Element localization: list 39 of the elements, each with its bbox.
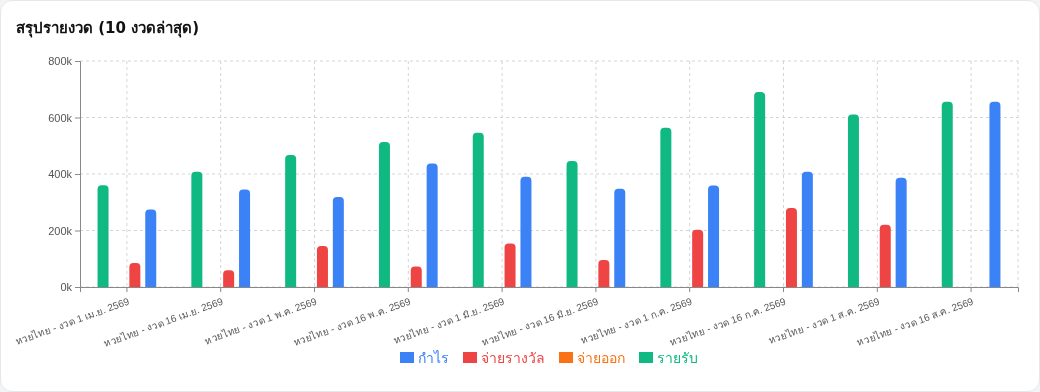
bar bbox=[129, 262, 141, 287]
bar bbox=[660, 127, 672, 287]
bar bbox=[239, 189, 251, 287]
y-tick-label: 800k bbox=[48, 55, 73, 68]
y-tick-label: 400k bbox=[48, 168, 73, 181]
bar bbox=[332, 196, 344, 287]
legend-label: กำไร bbox=[418, 350, 449, 366]
bar bbox=[708, 185, 720, 287]
legend-label: จ่ายออก bbox=[577, 350, 625, 366]
bar bbox=[989, 101, 1001, 287]
bar bbox=[223, 270, 235, 287]
bar bbox=[598, 259, 610, 287]
bar bbox=[785, 207, 797, 287]
bar bbox=[692, 229, 704, 287]
bar bbox=[378, 142, 390, 287]
bar bbox=[941, 101, 953, 287]
bar bbox=[895, 177, 907, 287]
bar bbox=[754, 92, 766, 287]
bar bbox=[316, 246, 328, 287]
y-tick-label: 0k bbox=[60, 281, 73, 294]
bar bbox=[426, 163, 438, 287]
bar bbox=[410, 266, 422, 287]
bar bbox=[847, 114, 859, 287]
bar bbox=[472, 132, 484, 287]
bar bbox=[566, 161, 578, 287]
y-tick-label: 200k bbox=[48, 224, 73, 237]
bar bbox=[614, 188, 626, 287]
legend-label: รายรับ bbox=[657, 350, 698, 366]
bar bbox=[145, 209, 157, 287]
bar bbox=[520, 176, 532, 287]
bar bbox=[801, 171, 813, 287]
bar bbox=[97, 185, 109, 287]
legend-label: จ่ายรางวัล bbox=[481, 350, 545, 366]
bar bbox=[285, 155, 297, 287]
bar bbox=[191, 171, 203, 287]
chart-title: สรุปรายงวด (10 งวดล่าสุด) bbox=[16, 19, 200, 38]
bar bbox=[504, 243, 516, 287]
y-tick-label: 600k bbox=[48, 111, 73, 124]
bar bbox=[879, 224, 891, 287]
